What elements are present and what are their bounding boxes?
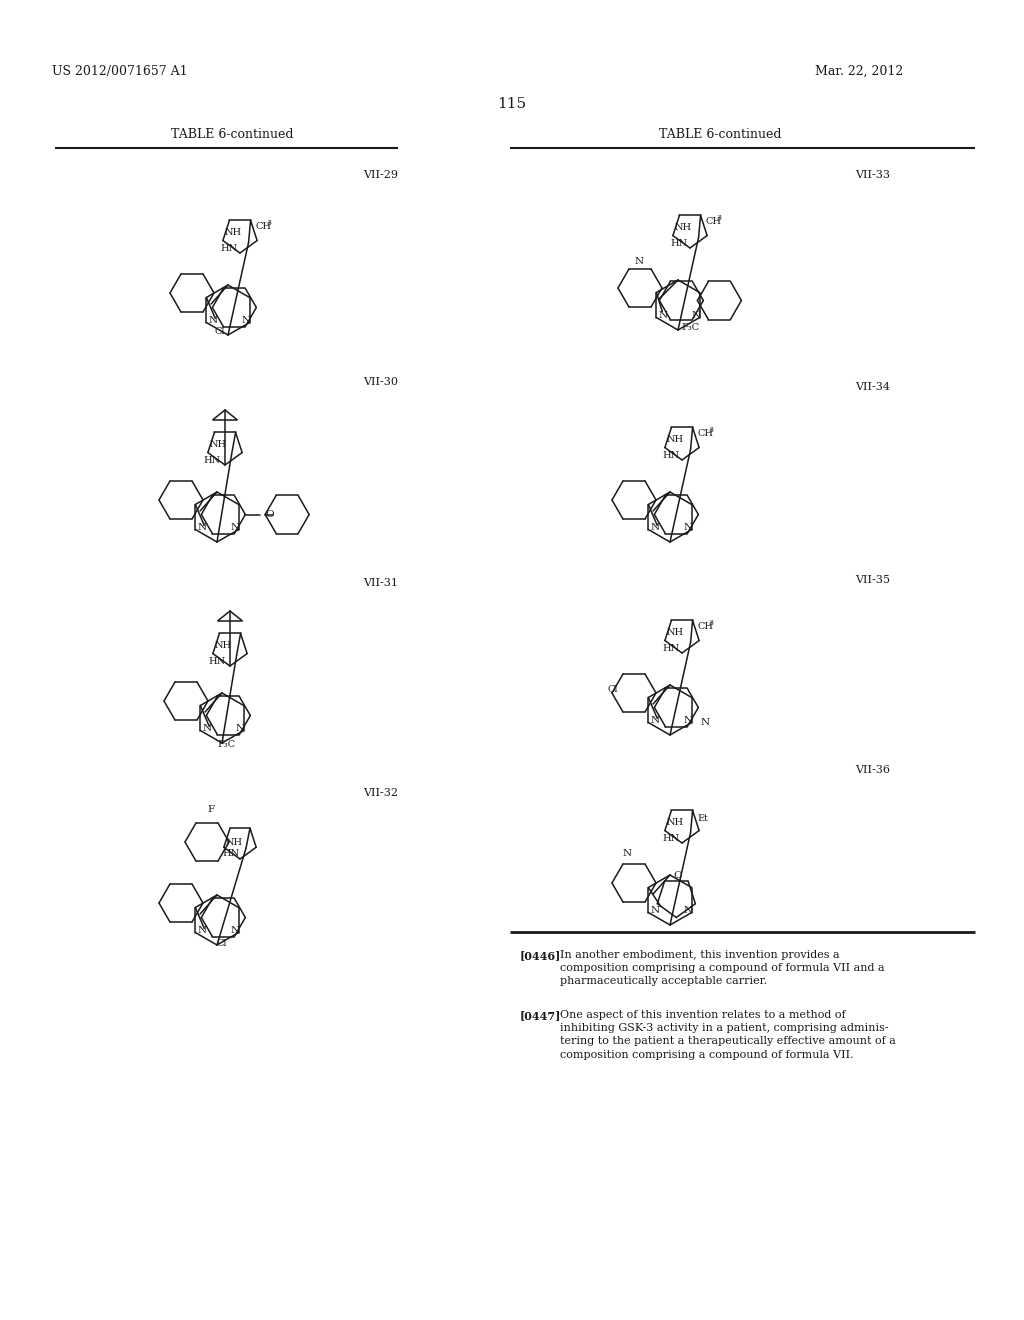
Text: VII-35: VII-35 xyxy=(855,576,890,585)
Text: F₃C: F₃C xyxy=(217,739,236,748)
Text: 115: 115 xyxy=(498,96,526,111)
Text: NH: NH xyxy=(225,228,242,238)
Text: O: O xyxy=(265,510,273,519)
Text: 3: 3 xyxy=(266,219,271,227)
Text: Et: Et xyxy=(697,814,709,824)
Text: One aspect of this invention relates to a method of
inhibiting GSK-3 activity in: One aspect of this invention relates to … xyxy=(560,1010,896,1060)
Text: N: N xyxy=(684,523,693,532)
Text: Cl: Cl xyxy=(607,685,617,694)
Text: VII-32: VII-32 xyxy=(362,788,398,799)
Text: CH: CH xyxy=(706,216,721,226)
Text: N: N xyxy=(230,523,240,532)
Text: [0446]: [0446] xyxy=(520,950,561,961)
Text: NH: NH xyxy=(226,838,243,846)
Text: VII-33: VII-33 xyxy=(855,170,890,180)
Text: CH: CH xyxy=(697,622,713,631)
Text: N: N xyxy=(242,315,251,325)
Text: CH: CH xyxy=(255,222,271,231)
Text: N: N xyxy=(684,715,693,725)
Text: VII-29: VII-29 xyxy=(362,170,398,180)
Text: HN: HN xyxy=(663,644,680,653)
Text: N: N xyxy=(203,723,212,733)
Text: N: N xyxy=(230,927,240,935)
Text: N: N xyxy=(650,715,659,725)
Text: HN: HN xyxy=(663,451,680,459)
Text: N: N xyxy=(700,718,710,727)
Text: 3: 3 xyxy=(709,619,713,627)
Text: Cl: Cl xyxy=(215,327,225,337)
Text: VII-30: VII-30 xyxy=(362,378,398,387)
Text: In another embodiment, this invention provides a
composition comprising a compou: In another embodiment, this invention pr… xyxy=(560,950,885,986)
Text: VII-34: VII-34 xyxy=(855,381,890,392)
Text: VII-31: VII-31 xyxy=(362,578,398,587)
Text: NH: NH xyxy=(667,628,684,638)
Text: N: N xyxy=(684,906,693,915)
Text: HN: HN xyxy=(663,834,680,843)
Text: N: N xyxy=(623,849,632,858)
Text: NH: NH xyxy=(667,436,684,444)
Text: HN: HN xyxy=(671,239,688,248)
Text: HN: HN xyxy=(220,244,238,253)
Text: HN: HN xyxy=(204,455,221,465)
Text: NH: NH xyxy=(215,642,232,649)
Text: Cl: Cl xyxy=(217,940,227,948)
Text: [0447]: [0447] xyxy=(520,1010,561,1020)
Text: O: O xyxy=(674,871,682,880)
Text: HN: HN xyxy=(209,657,225,665)
Text: N: N xyxy=(198,523,207,532)
Text: US 2012/0071657 A1: US 2012/0071657 A1 xyxy=(52,65,187,78)
Text: NH: NH xyxy=(667,818,684,828)
Text: NH: NH xyxy=(210,440,227,449)
Text: N: N xyxy=(198,927,207,935)
Text: F: F xyxy=(207,805,214,814)
Text: HN: HN xyxy=(222,849,240,858)
Text: N: N xyxy=(635,256,644,265)
Text: TABLE 6-continued: TABLE 6-continued xyxy=(171,128,293,141)
Text: 3: 3 xyxy=(716,214,721,222)
Text: N: N xyxy=(691,312,700,319)
Text: N: N xyxy=(650,523,659,532)
Text: N: N xyxy=(236,723,245,733)
Text: CH: CH xyxy=(697,429,713,438)
Text: VII-36: VII-36 xyxy=(855,766,890,775)
Text: TABLE 6-continued: TABLE 6-continued xyxy=(658,128,781,141)
Text: F₃C: F₃C xyxy=(681,323,699,333)
Text: N: N xyxy=(208,315,217,325)
Text: 3: 3 xyxy=(709,425,713,433)
Text: N: N xyxy=(650,906,659,915)
Text: N: N xyxy=(658,312,668,319)
Text: NH: NH xyxy=(675,223,692,232)
Text: Mar. 22, 2012: Mar. 22, 2012 xyxy=(815,65,903,78)
